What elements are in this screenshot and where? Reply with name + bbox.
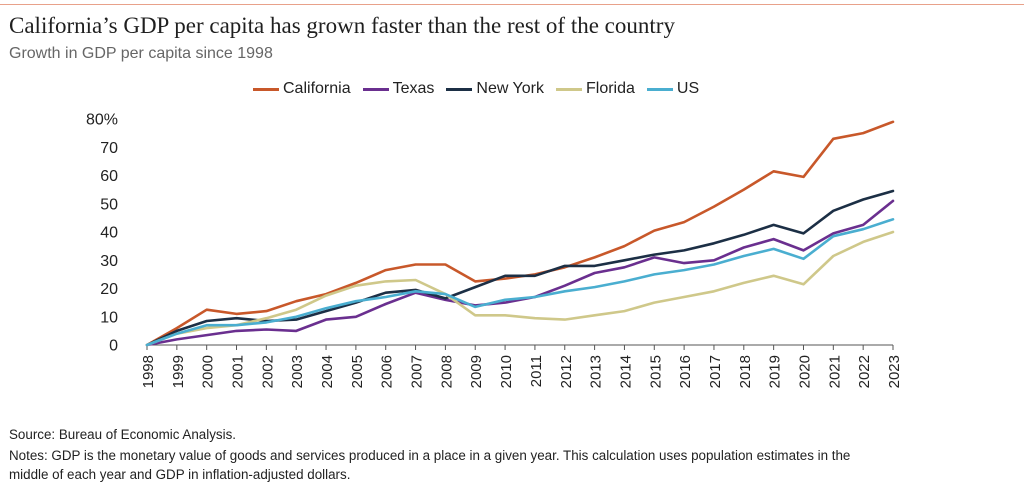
legend-item-texas: Texas (362, 80, 435, 98)
legend-label: New York (476, 80, 544, 97)
x-tick-label: 2023 (886, 355, 903, 388)
legend-item-new-york: New York (446, 80, 544, 98)
top-rule (0, 4, 1024, 5)
legend-label: Texas (392, 80, 435, 97)
series-line-florida (145, 230, 895, 347)
x-tick-label: 2012 (558, 355, 575, 388)
x-tick-label: 2021 (826, 355, 843, 388)
legend-swatch (362, 87, 389, 91)
x-tick-label: 2019 (767, 355, 784, 388)
legend-item-florida: Florida (555, 80, 635, 98)
x-tick-label: 2018 (737, 355, 754, 388)
x-tick-label: 2007 (409, 355, 426, 388)
series-line-texas (145, 199, 895, 347)
x-tick-label: 2002 (259, 355, 276, 388)
legend-swatch (253, 87, 279, 91)
x-tick-label: 2016 (677, 355, 694, 388)
x-tick-label: 1999 (170, 355, 187, 388)
legend-item-us: US (646, 80, 700, 98)
x-tick-label: 2008 (438, 355, 455, 388)
x-tick-label: 2013 (588, 355, 605, 388)
legend-label: California (283, 80, 351, 97)
legend-swatch (555, 87, 582, 91)
legend-swatch (446, 87, 473, 91)
x-tick-label: 2011 (528, 355, 545, 387)
y-tick-label: 0 (109, 338, 118, 355)
x-tick-label: 2001 (230, 355, 247, 388)
y-tick-label: 80% (86, 112, 118, 129)
x-tick-label: 2020 (796, 355, 813, 388)
chart-subtitle: Growth in GDP per capita since 1998 (9, 45, 273, 62)
notes-line-2: middle of each year and GDP in inflation… (9, 467, 351, 482)
x-tick-label: 2009 (468, 355, 485, 388)
legend-swatch (646, 87, 673, 91)
series-line-us (145, 218, 895, 347)
y-tick-label: 50 (100, 196, 118, 213)
x-tick-label: 2003 (289, 355, 306, 388)
y-tick-label: 70 (100, 140, 118, 157)
legend-label: US (676, 80, 700, 97)
x-tick-label: 2006 (379, 355, 396, 388)
x-tick-label: 2005 (349, 355, 366, 388)
x-tick-label: 2000 (200, 355, 217, 388)
chart-legend: California Texas New York Florida US (253, 80, 711, 98)
y-tick-label: 20 (100, 281, 118, 298)
y-tick-label: 30 (100, 253, 118, 270)
series-line-california (145, 120, 895, 347)
y-tick-label: 60 (100, 168, 118, 185)
y-tick-label: 40 (100, 225, 118, 242)
legend-item-california: California (253, 80, 351, 98)
chart-title: California’s GDP per capita has grown fa… (9, 13, 675, 38)
y-tick-label: 10 (100, 309, 118, 326)
legend-label: Florida (585, 80, 635, 97)
x-tick-label: 2017 (707, 355, 724, 388)
x-tick-label: 2010 (498, 355, 515, 388)
x-tick-label: 1998 (140, 355, 157, 388)
x-tick-label: 2004 (319, 355, 336, 388)
source-note: Source: Bureau of Economic Analysis. (9, 427, 237, 442)
x-tick-label: 2014 (617, 355, 634, 388)
x-tick-label: 2015 (647, 355, 664, 388)
x-tick-label: 2022 (856, 355, 873, 388)
notes-line-1: Notes: GDP is the monetary value of good… (9, 448, 851, 463)
